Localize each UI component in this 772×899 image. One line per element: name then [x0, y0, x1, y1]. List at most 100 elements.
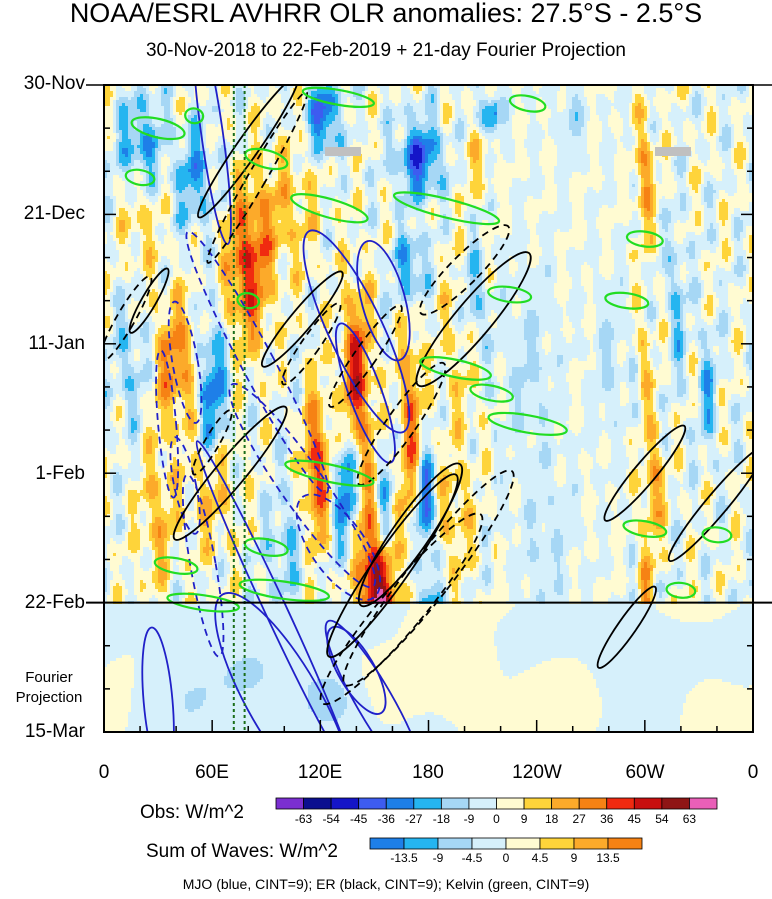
obs-anomaly-cell [494, 91, 497, 94]
obs-anomaly-cell [452, 91, 455, 94]
obs-anomaly-cell [584, 91, 587, 94]
obs-anomaly-cell [590, 94, 593, 97]
obs-anomaly-cell [212, 94, 215, 97]
obs-anomaly-cell [506, 88, 509, 91]
obs-anomaly-cell [470, 88, 473, 91]
obs-anomaly-cell [413, 88, 416, 91]
obs-anomaly-cell [404, 91, 407, 94]
obs-anomaly-cell [605, 88, 608, 91]
obs-anomaly-cell [485, 91, 488, 94]
obs-anomaly-cell [152, 94, 155, 97]
obs-anomaly-cell [605, 91, 608, 94]
obs-anomaly-cell [461, 88, 464, 91]
obs-anomaly-cell [632, 88, 635, 91]
obs-anomaly-cell [176, 91, 179, 94]
obs-anomaly-cell [338, 91, 341, 94]
obs-anomaly-cell [416, 91, 419, 94]
obs-anomaly-cell [473, 88, 476, 91]
obs-anomaly-cell [491, 94, 494, 97]
obs-anomaly-cell [554, 88, 557, 91]
obs-anomaly-cell [695, 91, 698, 94]
obs-anomaly-cell [728, 91, 731, 94]
obs-anomaly-cell [572, 88, 575, 91]
obs-anomaly-cell [698, 91, 701, 94]
obs-anomaly-cell [368, 94, 371, 97]
obs-anomaly-cell [620, 91, 623, 94]
obs-anomaly-cell [497, 88, 500, 91]
obs-anomaly-cell [314, 91, 317, 94]
obs-anomaly-cell [428, 94, 431, 97]
obs-anomaly-cell [701, 91, 704, 94]
obs-anomaly-cell [545, 88, 548, 91]
obs-anomaly-cell [641, 88, 644, 91]
obs-anomaly-cell [446, 94, 449, 97]
obs-anomaly-cell [746, 91, 749, 94]
obs-anomaly-cell [749, 88, 752, 91]
obs-anomaly-cell [629, 88, 632, 91]
obs-anomaly-cell [605, 94, 608, 97]
obs-anomaly-cell [698, 88, 701, 91]
obs-anomaly-cell [326, 94, 329, 97]
obs-anomaly-cell [482, 94, 485, 97]
obs-anomaly-cell [611, 88, 614, 91]
obs-anomaly-cell [587, 88, 590, 91]
obs-anomaly-cell [170, 94, 173, 97]
obs-anomaly-cell [191, 91, 194, 94]
obs-anomaly-cell [365, 91, 368, 94]
obs-anomaly-cell [647, 91, 650, 94]
obs-anomaly-cell [344, 94, 347, 97]
obs-anomaly-cell [134, 91, 137, 94]
obs-anomaly-cell [329, 94, 332, 97]
obs-anomaly-cell [653, 91, 656, 94]
obs-anomaly-cell [419, 91, 422, 94]
obs-anomaly-cell [728, 88, 731, 91]
obs-anomaly-cell [155, 91, 158, 94]
obs-anomaly-cell [242, 88, 245, 91]
obs-anomaly-cell [203, 91, 206, 94]
obs-anomaly-cell [404, 88, 407, 91]
obs-anomaly-cell [416, 94, 419, 97]
obs-anomaly-cell [422, 91, 425, 94]
obs-anomaly-cell [347, 94, 350, 97]
obs-anomaly-cell [626, 88, 629, 91]
obs-anomaly-cell [206, 88, 209, 91]
obs-anomaly-cell [128, 91, 131, 94]
obs-anomaly-cell [464, 91, 467, 94]
obs-anomaly-cell [578, 88, 581, 91]
obs-anomaly-cell [122, 94, 125, 97]
obs-anomaly-cell [578, 91, 581, 94]
obs-anomaly-cell [137, 91, 140, 94]
obs-anomaly-cell [185, 91, 188, 94]
obs-anomaly-cell [608, 88, 611, 91]
obs-anomaly-cell [437, 91, 440, 94]
obs-anomaly-cell [173, 91, 176, 94]
obs-anomaly-cell [113, 88, 116, 91]
obs-anomaly-cell [254, 88, 257, 91]
obs-anomaly-cell [587, 94, 590, 97]
obs-anomaly-cell [722, 88, 725, 91]
obs-anomaly-cell [512, 88, 515, 91]
obs-anomaly-cell [704, 91, 707, 94]
obs-anomaly-cell [224, 91, 227, 94]
obs-anomaly-cell [170, 88, 173, 91]
obs-anomaly-cell [494, 88, 497, 91]
obs-anomaly-cell [434, 91, 437, 94]
obs-anomaly-cell [200, 88, 203, 91]
obs-anomaly-cell [113, 91, 116, 94]
obs-anomaly-cell [686, 88, 689, 91]
obs-anomaly-cell [398, 91, 401, 94]
obs-anomaly-cell [674, 91, 677, 94]
obs-anomaly-cell [164, 91, 167, 94]
obs-anomaly-cell [410, 88, 413, 91]
obs-anomaly-cell [185, 94, 188, 97]
obs-anomaly-cell [710, 88, 713, 91]
obs-anomaly-cell [425, 94, 428, 97]
obs-anomaly-cell [335, 94, 338, 97]
obs-anomaly-cell [587, 91, 590, 94]
obs-anomaly-cell [383, 94, 386, 97]
obs-anomaly-cell [596, 91, 599, 94]
obs-anomaly-cell [251, 94, 254, 97]
obs-anomaly-cell [596, 94, 599, 97]
obs-anomaly-cell [209, 94, 212, 97]
obs-anomaly-cell [719, 91, 722, 94]
